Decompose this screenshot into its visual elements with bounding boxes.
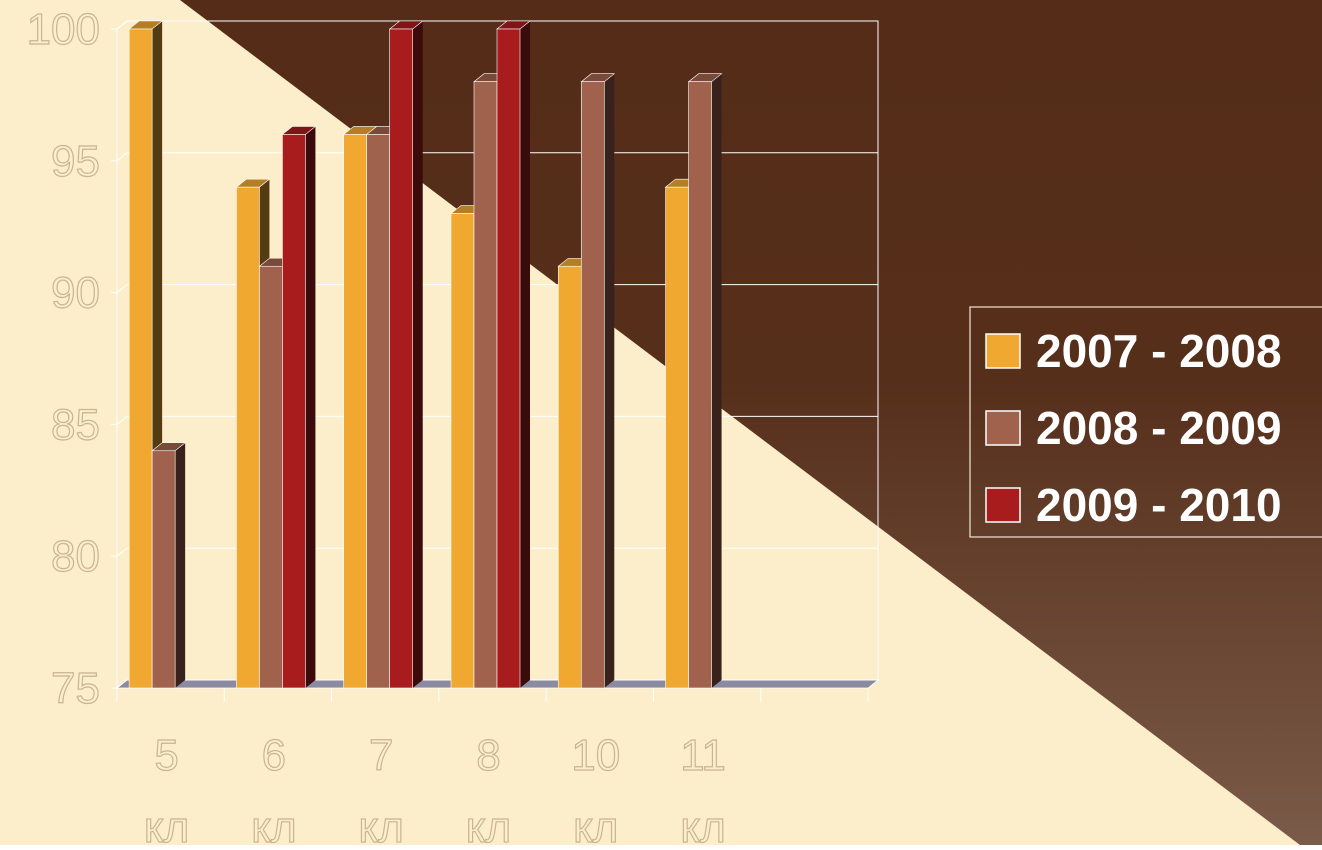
legend-label: 2008 - 2009 bbox=[1036, 402, 1282, 454]
bar-front bbox=[473, 81, 498, 689]
legend-item: 2007 - 2008 bbox=[985, 325, 1282, 377]
y-tick-label: 90 bbox=[51, 269, 100, 318]
x-tick-label-unit: кл bbox=[144, 803, 189, 845]
bar-front bbox=[236, 186, 260, 689]
legend-label: 2007 - 2008 bbox=[1036, 325, 1282, 377]
bar-front bbox=[557, 265, 582, 689]
bar bbox=[687, 73, 723, 689]
bar bbox=[496, 20, 531, 689]
x-tick-label-number: 5 bbox=[154, 731, 178, 780]
legend: 2007 - 2008 2008 - 2009 2009 - 2010 bbox=[969, 306, 1322, 538]
y-axis-ticks: 75 80 85 90 95 100 bbox=[26, 4, 101, 713]
x-tick-label-unit: кл bbox=[359, 803, 404, 845]
bars bbox=[128, 20, 723, 689]
y-tick-label: 80 bbox=[51, 532, 100, 581]
bar-side bbox=[711, 73, 722, 689]
bar-front bbox=[343, 134, 368, 689]
legend-item: 2009 - 2010 bbox=[985, 479, 1282, 531]
gridline-depth bbox=[116, 416, 128, 425]
bar-front bbox=[389, 28, 414, 689]
gridline-depth bbox=[116, 20, 128, 30]
bar-side bbox=[175, 442, 186, 688]
gridline-depth bbox=[116, 152, 128, 162]
legend-swatch bbox=[985, 333, 1021, 369]
x-tick-label-number: 7 bbox=[369, 731, 393, 780]
y-tick-label: 75 bbox=[51, 664, 100, 713]
bar-front bbox=[259, 265, 283, 689]
bar-front bbox=[665, 186, 689, 689]
x-tick-label-unit: кл bbox=[466, 803, 511, 845]
bar-side bbox=[412, 21, 423, 688]
x-tick-label-number: 11 bbox=[680, 731, 726, 780]
bar-front bbox=[128, 28, 153, 689]
x-tick-label-unit: кл bbox=[680, 803, 725, 845]
bar bbox=[281, 126, 317, 689]
legend-item: 2008 - 2009 bbox=[985, 402, 1282, 454]
y-tick-label: 100 bbox=[27, 5, 100, 54]
legend-box bbox=[969, 306, 1322, 538]
legend-label: 2009 - 2010 bbox=[1036, 479, 1282, 531]
y-tick-label: 95 bbox=[51, 137, 100, 186]
bar-side bbox=[305, 126, 316, 688]
gridline-depth bbox=[116, 679, 128, 689]
bar-side bbox=[604, 73, 615, 689]
x-tick-label-number: 10 bbox=[571, 731, 620, 780]
gridline-depth bbox=[116, 547, 128, 557]
x-tick-label-number: 8 bbox=[476, 731, 500, 780]
bar bbox=[580, 73, 616, 689]
legend-swatch bbox=[985, 410, 1021, 446]
bar-front bbox=[450, 213, 475, 689]
bar-front bbox=[282, 134, 306, 689]
x-tick-label-unit: кл bbox=[251, 803, 296, 845]
bar bbox=[388, 20, 424, 689]
bar-front bbox=[580, 81, 605, 689]
bar-front bbox=[366, 134, 391, 689]
gridline-depth bbox=[116, 284, 128, 293]
bar-front bbox=[688, 81, 712, 689]
x-tick-label-number: 6 bbox=[262, 731, 286, 780]
legend-swatch bbox=[985, 487, 1021, 523]
bar-front bbox=[151, 450, 176, 689]
x-axis-ticks: 5 кл 6 кл 7 кл 8 кл 10 кл 11 кл bbox=[116, 688, 869, 850]
y-tick-label: 85 bbox=[51, 400, 100, 449]
bar bbox=[151, 442, 186, 689]
x-tick-label-unit: кл bbox=[573, 803, 618, 845]
bar-front bbox=[496, 28, 521, 689]
bar-side bbox=[520, 21, 530, 688]
